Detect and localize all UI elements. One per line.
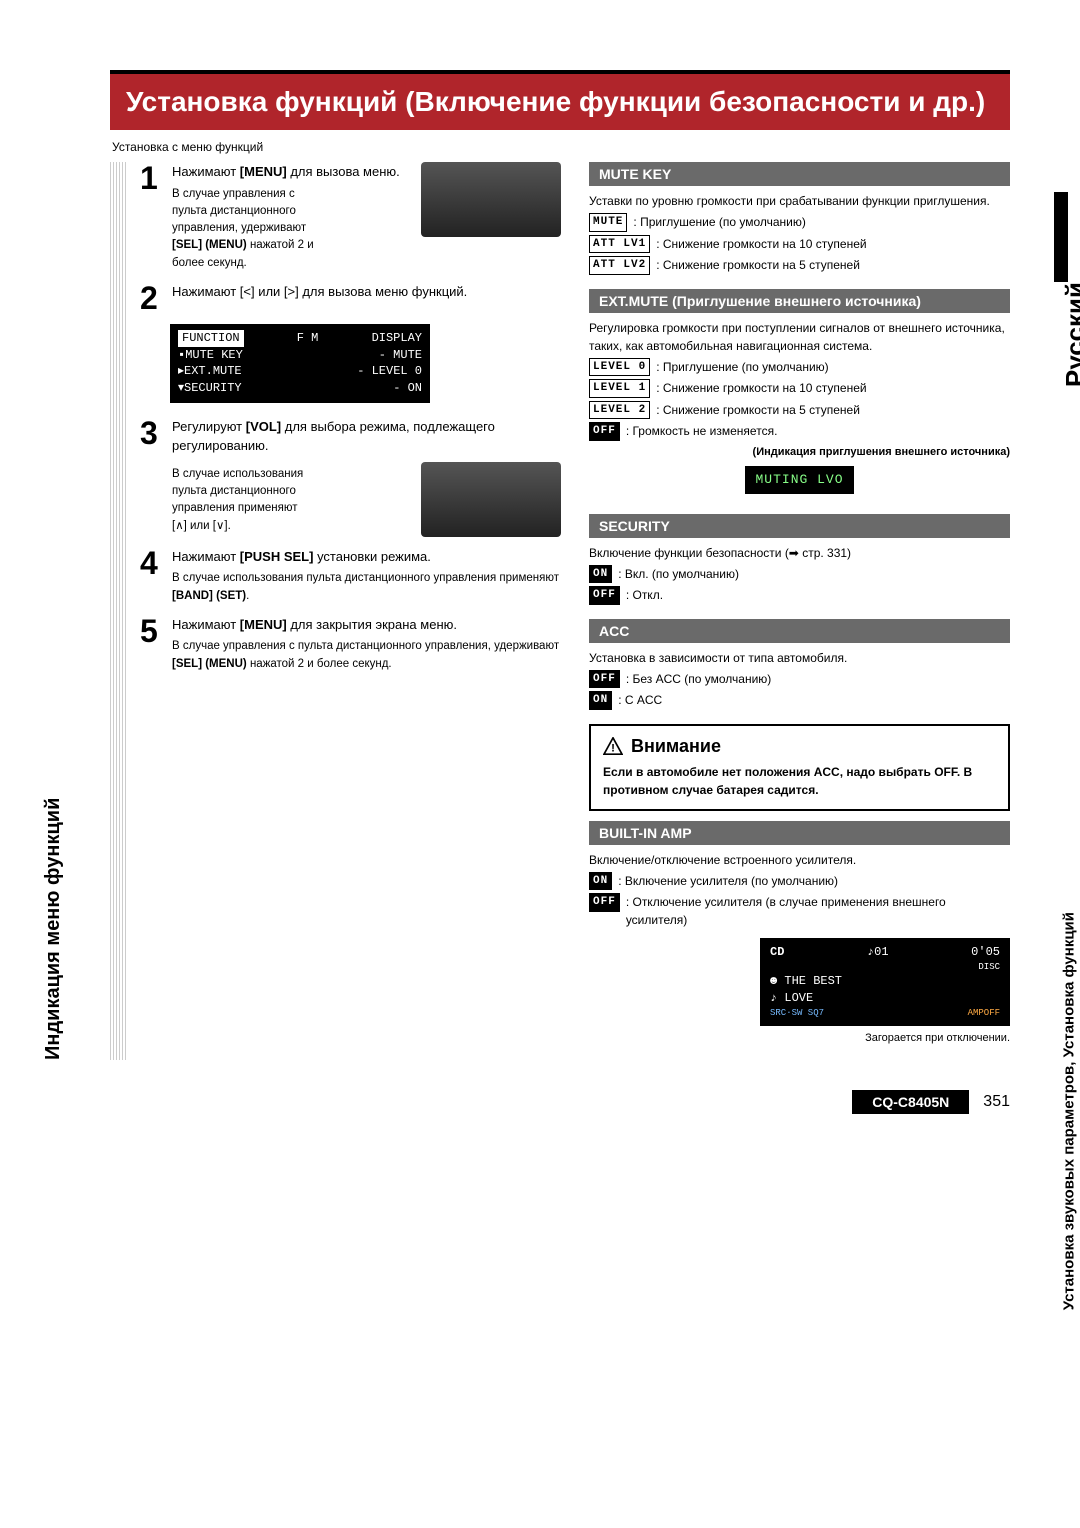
section-ext-mute: EXT.MUTE (Приглушение внешнего источника… bbox=[589, 289, 1010, 313]
step-number: 5 bbox=[140, 615, 164, 673]
step-text: Регулируют [VOL] для выбора режима, подл… bbox=[172, 419, 495, 454]
option-row: LEVEL 2: Снижение громкости на 5 ступене… bbox=[589, 401, 1010, 420]
step-4: 4 Нажимают [PUSH SEL] установки режима. … bbox=[140, 547, 561, 605]
option-row: OFF: Без ACC (по умолчанию) bbox=[589, 670, 1010, 689]
step-number: 4 bbox=[140, 547, 164, 605]
section-desc: Установка в зависимости от типа автомоби… bbox=[589, 649, 1010, 667]
section-mute-key: MUTE KEY bbox=[589, 162, 1010, 186]
caution-title: Внимание bbox=[631, 736, 721, 757]
step-note: В случае использования пульта дистанцион… bbox=[172, 570, 561, 605]
option-row: OFF: Откл. bbox=[589, 586, 1010, 605]
step-text: Нажимают [MENU] для закрытия экрана меню… bbox=[172, 617, 457, 632]
section-desc: Уставки по уровню громкости при срабатыв… bbox=[589, 192, 1010, 210]
option-row: ATT LV1: Снижение громкости на 10 ступен… bbox=[589, 235, 1010, 254]
vertical-section-label: Установка звуковых параметров, Установка… bbox=[1060, 912, 1077, 1310]
step-text: Нажимают [PUSH SEL] установки режима. bbox=[172, 549, 431, 564]
lcd-muting: MUTING LVO bbox=[745, 466, 853, 494]
lcd-caption: Загорается при отключении. bbox=[760, 1030, 1010, 1047]
left-column: Индикация меню функций 1 Нажимают [MENU]… bbox=[110, 162, 561, 1060]
step-2: 2 Нажимают [<] или [>] для вызова меню ф… bbox=[140, 282, 561, 314]
step-3: 3 Регулируют [VOL] для выбора режима, по… bbox=[140, 417, 561, 537]
option-row: ON: Включение усилителя (по умолчанию) bbox=[589, 872, 1010, 891]
page-number: 351 bbox=[983, 1093, 1010, 1111]
model-number: CQ-C8405N bbox=[852, 1090, 969, 1114]
vertical-language: Русский bbox=[1060, 282, 1080, 387]
option-row: ON: Вкл. (по умолчанию) bbox=[589, 565, 1010, 584]
option-row: LEVEL 0: Приглушение (по умолчанию) bbox=[589, 358, 1010, 377]
margin-stripes bbox=[110, 162, 126, 1060]
language-tab bbox=[1054, 192, 1068, 282]
step-text: Нажимают [MENU] для вызова меню. bbox=[172, 164, 400, 179]
option-row: ON: С ACC bbox=[589, 691, 1010, 710]
section-acc: ACC bbox=[589, 619, 1010, 643]
option-row: OFF: Отключение усилителя (в случае прим… bbox=[589, 893, 1010, 929]
step-number: 3 bbox=[140, 417, 164, 537]
right-column: Русский Установка звуковых параметров, У… bbox=[589, 162, 1010, 1060]
page-subtitle: Установка с меню функций bbox=[112, 140, 1010, 154]
option-row: ATT LV2: Снижение громкости на 5 ступене… bbox=[589, 256, 1010, 275]
step-number: 1 bbox=[140, 162, 164, 272]
option-row: LEVEL 1: Снижение громкости на 10 ступен… bbox=[589, 379, 1010, 398]
step-note: В случае управления с пульта дистанционн… bbox=[172, 638, 561, 673]
lcd-cd-display: CD♪010'05 DISC ☻ THE BEST ♪ LOVE SRC·SW … bbox=[760, 938, 1010, 1026]
svg-text:!: ! bbox=[611, 743, 615, 755]
step-number: 2 bbox=[140, 282, 164, 314]
device-image bbox=[421, 162, 561, 237]
option-row: MUTE: Приглушение (по умолчанию) bbox=[589, 213, 1010, 232]
page-footer: CQ-C8405N 351 bbox=[110, 1090, 1010, 1114]
section-security: SECURITY bbox=[589, 514, 1010, 538]
step-text: Нажимают [<] или [>] для вызова меню фун… bbox=[172, 282, 561, 314]
vertical-label-left: Индикация меню функций bbox=[42, 798, 65, 1060]
device-image bbox=[421, 462, 561, 537]
caution-body: Если в автомобиле нет положения ACC, над… bbox=[603, 763, 996, 799]
section-builtin-amp: BUILT-IN AMP bbox=[589, 821, 1010, 845]
lcd-function-menu: FUNCTIONF MDISPLAY ▪MUTE KEY- MUTE ▸EXT.… bbox=[170, 324, 430, 403]
page-title: Установка функций (Включение функции без… bbox=[110, 70, 1010, 130]
caution-box: ! Внимание Если в автомобиле нет положен… bbox=[589, 724, 1010, 811]
step-1: 1 Нажимают [MENU] для вызова меню. В слу… bbox=[140, 162, 561, 272]
step-note: В случае использования пульта дистанцион… bbox=[172, 466, 411, 535]
indication-label: (Индикация приглушения внешнего источник… bbox=[589, 444, 1010, 461]
section-desc: Регулировка громкости при поступлении си… bbox=[589, 319, 1010, 355]
option-row: OFF: Громкость не изменяется. bbox=[589, 422, 1010, 441]
warning-icon: ! bbox=[603, 737, 623, 755]
section-desc: Включение функции безопасности (➡ стр. 3… bbox=[589, 544, 1010, 562]
step-5: 5 Нажимают [MENU] для закрытия экрана ме… bbox=[140, 615, 561, 673]
section-desc: Включение/отключение встроенного усилите… bbox=[589, 851, 1010, 869]
step-note: В случае управления с пульта дистанционн… bbox=[172, 186, 411, 272]
